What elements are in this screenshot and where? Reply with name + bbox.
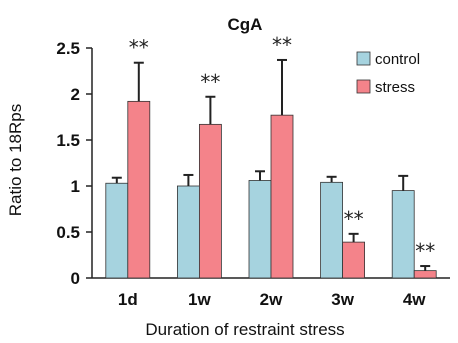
bar-stress-2w: [270, 114, 294, 279]
y-tick-label: 0: [71, 269, 80, 288]
legend-swatch-stress: [356, 79, 371, 94]
bar-stress-3w: [342, 241, 366, 279]
legend-label-stress: stress: [375, 79, 415, 96]
legend-label-control: control: [375, 51, 420, 68]
significance-marker: **: [415, 239, 435, 263]
significance-marker: **: [200, 70, 220, 94]
significance-marker: **: [272, 33, 292, 57]
x-tick-label: 4w: [403, 290, 426, 309]
y-tick-label: 2: [71, 85, 80, 104]
bar-stress-1w: [198, 123, 222, 279]
legend-swatch-control: [356, 51, 371, 66]
y-axis-label: Ratio to 18Rps: [6, 104, 25, 216]
y-tick-label: 2.5: [56, 39, 80, 58]
x-tick-label: 1w: [188, 290, 211, 309]
bar-control-4w: [391, 190, 415, 279]
significance-marker: **: [129, 36, 149, 60]
bar-control-3w: [320, 181, 344, 279]
x-tick-label: 2w: [260, 290, 283, 309]
y-tick-label: 1.5: [56, 131, 80, 150]
bar-stress-4w: [413, 270, 437, 279]
legend: control stress: [356, 51, 420, 96]
plot-area: 0 0.5 1 1.5 2 2.5 ** 1d ** 1w ** 2w ** 3w ** 4w: [56, 33, 450, 309]
x-tick-label: 3w: [331, 290, 354, 309]
bar-stress-1d: [127, 100, 151, 279]
y-tick-label: 0.5: [56, 223, 80, 242]
bar-control-1d: [105, 182, 129, 279]
x-tick-label: 1d: [118, 290, 138, 309]
y-tick-label: 1: [71, 177, 80, 196]
bar-control-1w: [176, 185, 200, 279]
bar-control-2w: [248, 180, 272, 279]
chart-title: CgA: [228, 15, 263, 34]
significance-marker: **: [344, 207, 364, 231]
x-axis-label: Duration of restraint stress: [145, 320, 344, 339]
